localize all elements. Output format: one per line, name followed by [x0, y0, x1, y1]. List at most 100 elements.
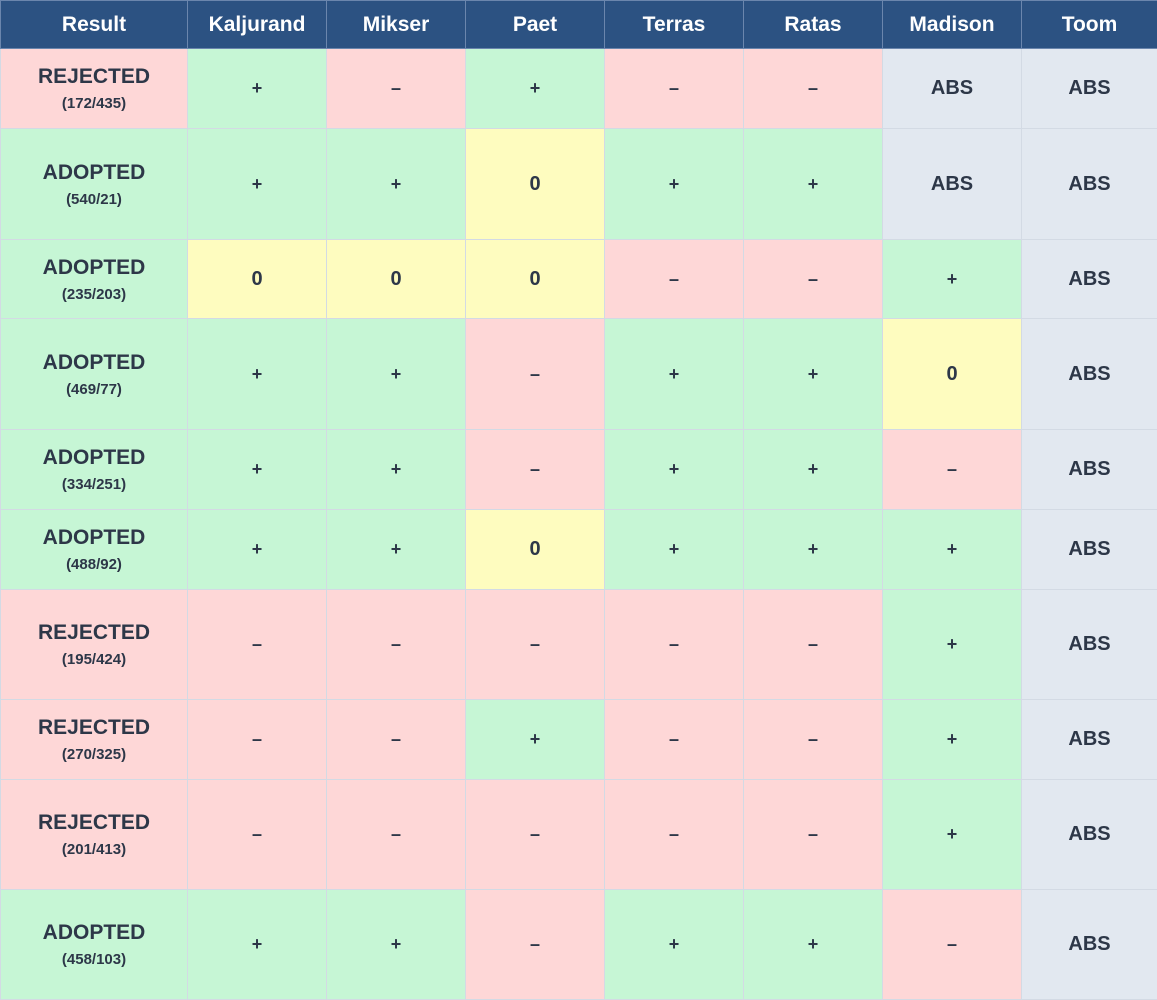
vote-cell: ABS: [883, 49, 1022, 129]
result-cell: REJECTED(201/413): [1, 780, 188, 890]
vote-cell: –: [466, 430, 605, 510]
result-cell: ADOPTED(488/92): [1, 510, 188, 590]
vote-cell: +: [883, 590, 1022, 700]
vote-cell: –: [744, 240, 883, 319]
result-status: REJECTED: [1, 811, 187, 835]
vote-tally: (458/103): [1, 951, 187, 968]
result-status: REJECTED: [1, 621, 187, 645]
vote-cell: +: [605, 129, 744, 240]
vote-tally: (334/251): [1, 476, 187, 493]
vote-cell: 0: [466, 240, 605, 319]
vote-cell: –: [883, 890, 1022, 1000]
vote-cell: +: [327, 319, 466, 430]
vote-cell: –: [466, 319, 605, 430]
vote-cell: +: [605, 890, 744, 1000]
vote-tally: (235/203): [1, 286, 187, 303]
vote-cell: 0: [466, 510, 605, 590]
vote-cell: –: [605, 240, 744, 319]
column-header: Madison: [883, 1, 1022, 49]
result-cell: ADOPTED (235/203): [1, 240, 188, 319]
vote-cell: –: [605, 49, 744, 129]
result-cell: REJECTED (270/325): [1, 700, 188, 780]
vote-cell: +: [327, 890, 466, 1000]
result-cell: ADOPTED(469/77): [1, 319, 188, 430]
vote-cell: +: [188, 430, 327, 510]
column-header: Terras: [605, 1, 744, 49]
vote-cell: +: [744, 430, 883, 510]
column-header: Toom: [1022, 1, 1157, 49]
vote-cell: –: [744, 700, 883, 780]
vote-cell: ABS: [1022, 510, 1157, 590]
vote-cell: +: [188, 129, 327, 240]
result-cell: REJECTED (195/424): [1, 590, 188, 700]
vote-cell: 0: [883, 319, 1022, 430]
column-header: Ratas: [744, 1, 883, 49]
vote-cell: –: [188, 700, 327, 780]
vote-cell: +: [188, 319, 327, 430]
vote-cell: –: [466, 890, 605, 1000]
vote-cell: +: [744, 129, 883, 240]
vote-cell: +: [188, 510, 327, 590]
result-cell: ADOPTED (540/21): [1, 129, 188, 240]
result-status: ADOPTED: [1, 256, 187, 280]
vote-cell: ABS: [1022, 49, 1157, 129]
result-status: REJECTED: [1, 65, 187, 89]
column-header: Mikser: [327, 1, 466, 49]
vote-cell: –: [466, 590, 605, 700]
vote-cell: ABS: [1022, 890, 1157, 1000]
vote-tally: (270/325): [1, 746, 187, 763]
table-row: REJECTED(201/413)–––––+ABS: [1, 780, 1157, 890]
result-status: REJECTED: [1, 716, 187, 740]
vote-cell: –: [466, 780, 605, 890]
vote-tally: (540/21): [1, 191, 187, 208]
result-cell: ADOPTED (334/251): [1, 430, 188, 510]
vote-cell: 0: [188, 240, 327, 319]
vote-cell: –: [188, 590, 327, 700]
vote-cell: +: [605, 430, 744, 510]
vote-cell: +: [744, 319, 883, 430]
vote-cell: +: [883, 700, 1022, 780]
vote-cell: –: [744, 590, 883, 700]
vote-cell: 0: [327, 240, 466, 319]
vote-tally: (195/424): [1, 651, 187, 668]
result-status: ADOPTED: [1, 446, 187, 470]
column-header: Result: [1, 1, 188, 49]
vote-cell: –: [327, 49, 466, 129]
vote-cell: +: [327, 430, 466, 510]
vote-cell: +: [188, 49, 327, 129]
vote-cell: –: [744, 49, 883, 129]
vote-cell: +: [605, 319, 744, 430]
vote-cell: ABS: [1022, 590, 1157, 700]
vote-cell: ABS: [1022, 780, 1157, 890]
result-status: ADOPTED: [1, 921, 187, 945]
table-row: REJECTED(195/424)–––––+ABS: [1, 590, 1157, 700]
result-cell: REJECTED (172/435): [1, 49, 188, 129]
vote-cell: +: [744, 510, 883, 590]
vote-cell: +: [883, 510, 1022, 590]
vote-cell: +: [327, 129, 466, 240]
vote-cell: ABS: [1022, 430, 1157, 510]
table-row: ADOPTED(334/251)++–++–ABS: [1, 430, 1157, 510]
vote-cell: 0: [466, 129, 605, 240]
vote-cell: +: [883, 780, 1022, 890]
vote-cell: –: [744, 780, 883, 890]
vote-cell: +: [466, 49, 605, 129]
column-header: Paet: [466, 1, 605, 49]
vote-cell: +: [605, 510, 744, 590]
vote-cell: ABS: [1022, 319, 1157, 430]
vote-cell: –: [883, 430, 1022, 510]
table-row: ADOPTED(488/92)++0+++ABS: [1, 510, 1157, 590]
result-status: ADOPTED: [1, 161, 187, 185]
vote-cell: –: [188, 780, 327, 890]
result-cell: ADOPTED (458/103): [1, 890, 188, 1000]
vote-cell: +: [466, 700, 605, 780]
result-status: ADOPTED: [1, 526, 187, 550]
vote-tally: (172/435): [1, 95, 187, 112]
vote-cell: –: [605, 590, 744, 700]
vote-cell: –: [327, 700, 466, 780]
